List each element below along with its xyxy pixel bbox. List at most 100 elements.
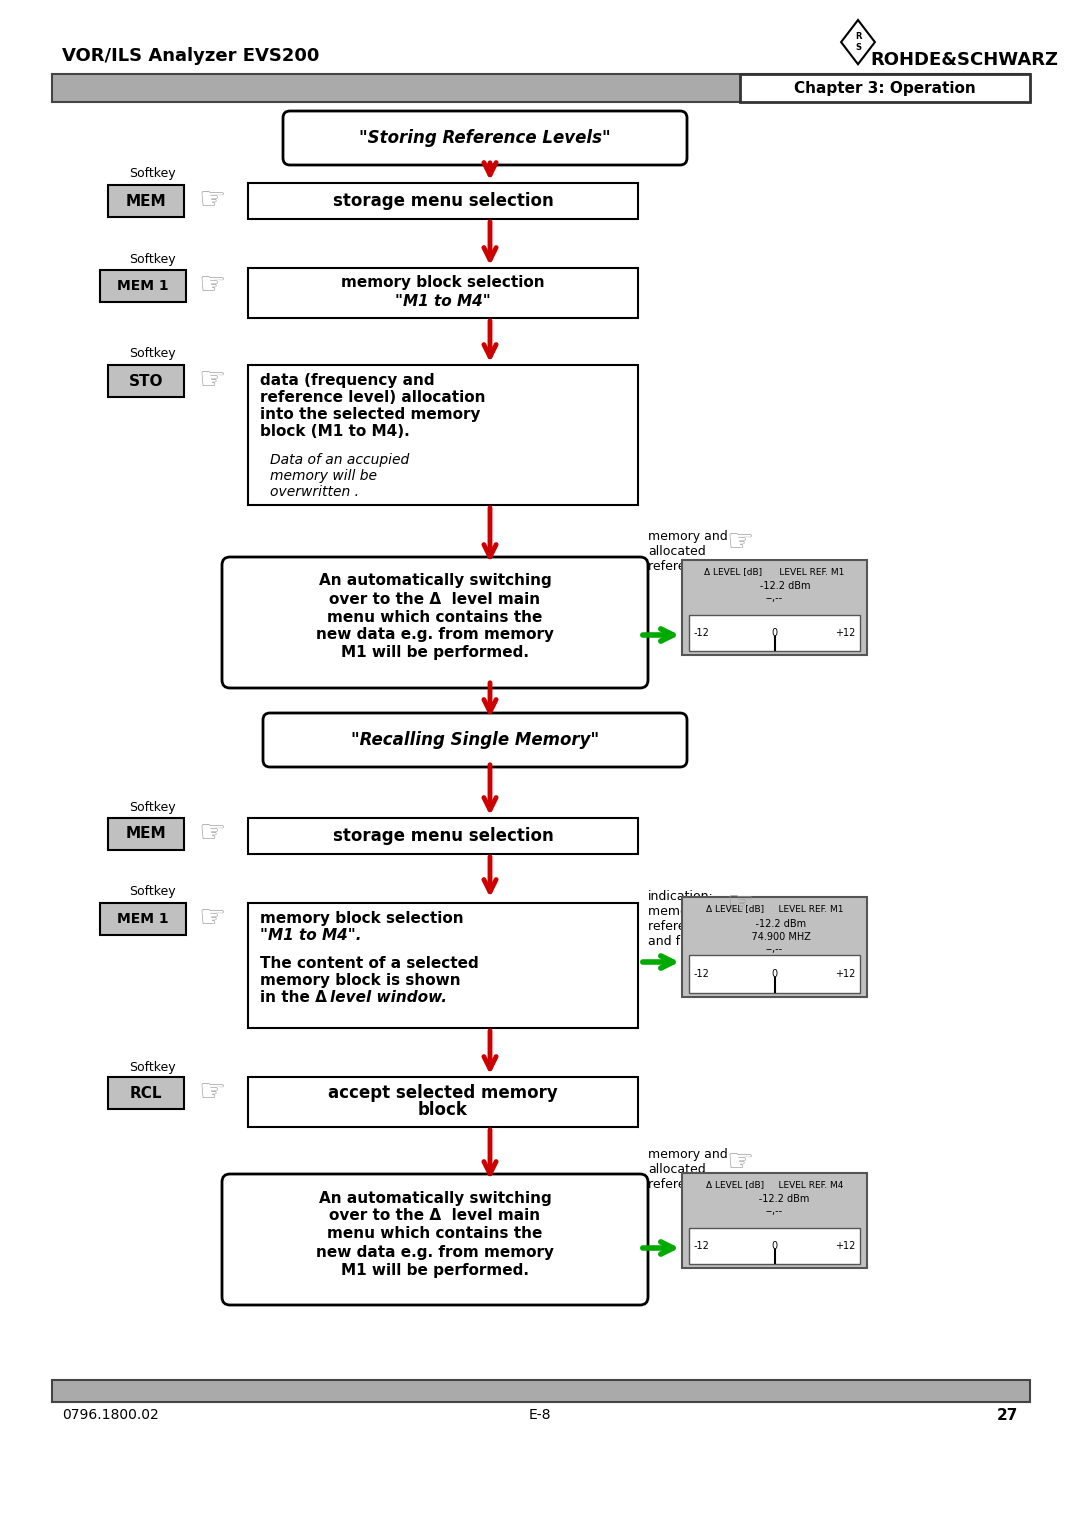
Text: -12: -12 bbox=[693, 628, 710, 639]
Text: E-8: E-8 bbox=[529, 1407, 551, 1423]
Text: ☞: ☞ bbox=[199, 905, 226, 934]
Bar bbox=[740, 73, 1030, 102]
Text: "Storing Reference Levels": "Storing Reference Levels" bbox=[360, 128, 611, 147]
Text: -12.2 dBm: -12.2 dBm bbox=[739, 581, 811, 591]
Bar bbox=[248, 817, 638, 854]
Text: reference level) allocation: reference level) allocation bbox=[260, 391, 486, 405]
Bar bbox=[248, 365, 638, 504]
Bar bbox=[681, 1174, 867, 1268]
Bar bbox=[248, 903, 638, 1028]
Text: 74.900 MHZ: 74.900 MHZ bbox=[739, 932, 810, 941]
Text: MEM: MEM bbox=[125, 194, 166, 208]
Text: memory and
allocated
reference level: memory and allocated reference level bbox=[648, 530, 742, 573]
Text: new data e.g. from memory: new data e.g. from memory bbox=[316, 628, 554, 642]
Text: block: block bbox=[418, 1102, 468, 1118]
Text: MEM 1: MEM 1 bbox=[118, 280, 168, 293]
Text: An automatically switching: An automatically switching bbox=[319, 573, 552, 588]
Text: Softkey: Softkey bbox=[129, 168, 175, 180]
Bar bbox=[689, 616, 860, 651]
Text: ☞: ☞ bbox=[199, 1079, 226, 1108]
Bar bbox=[52, 1380, 1030, 1403]
Text: Softkey: Softkey bbox=[129, 1060, 175, 1074]
Text: RCL: RCL bbox=[130, 1085, 162, 1100]
Text: 0: 0 bbox=[771, 628, 778, 639]
Text: VOR/ILS Analyzer EVS200: VOR/ILS Analyzer EVS200 bbox=[62, 47, 320, 66]
Text: over to the Δ  level main: over to the Δ level main bbox=[329, 1209, 541, 1224]
Text: ☞: ☞ bbox=[199, 186, 226, 215]
Text: in the Δ: in the Δ bbox=[260, 990, 333, 1004]
Text: memory block selection: memory block selection bbox=[341, 275, 544, 290]
Bar bbox=[689, 1229, 860, 1264]
FancyBboxPatch shape bbox=[264, 714, 687, 767]
Bar bbox=[108, 365, 184, 397]
Text: +12: +12 bbox=[835, 628, 855, 639]
Text: Softkey: Softkey bbox=[129, 252, 175, 266]
Text: --,--: --,-- bbox=[766, 593, 783, 604]
Text: --,--: --,-- bbox=[766, 1206, 783, 1216]
Bar bbox=[248, 183, 638, 219]
Text: Δ LEVEL [dB]     LEVEL REF. M1: Δ LEVEL [dB] LEVEL REF. M1 bbox=[705, 905, 843, 914]
Text: memory block is shown: memory block is shown bbox=[260, 972, 461, 987]
Text: ☞: ☞ bbox=[727, 529, 754, 558]
Text: storage menu selection: storage menu selection bbox=[333, 827, 553, 845]
Text: +12: +12 bbox=[835, 1241, 855, 1251]
Text: --,--: --,-- bbox=[766, 944, 783, 953]
Text: storage menu selection: storage menu selection bbox=[333, 193, 553, 209]
Text: new data e.g. from memory: new data e.g. from memory bbox=[316, 1244, 554, 1259]
Text: indication:
memory block,
reference level,
and frequency: indication: memory block, reference leve… bbox=[648, 889, 746, 947]
FancyBboxPatch shape bbox=[283, 112, 687, 165]
Bar bbox=[108, 1077, 184, 1109]
Text: An automatically switching: An automatically switching bbox=[319, 1190, 552, 1206]
Text: Δ LEVEL [dB]     LEVEL REF. M4: Δ LEVEL [dB] LEVEL REF. M4 bbox=[706, 1180, 843, 1189]
Text: ☞: ☞ bbox=[727, 891, 754, 920]
FancyBboxPatch shape bbox=[222, 558, 648, 688]
Text: ☞: ☞ bbox=[199, 272, 226, 301]
Polygon shape bbox=[841, 20, 875, 64]
Text: block (M1 to M4).: block (M1 to M4). bbox=[260, 425, 409, 440]
Bar bbox=[689, 955, 860, 993]
Bar bbox=[248, 1077, 638, 1128]
Text: ☞: ☞ bbox=[199, 367, 226, 396]
Text: ROHDE&SCHWARZ: ROHDE&SCHWARZ bbox=[870, 50, 1058, 69]
Text: menu which contains the: menu which contains the bbox=[327, 610, 542, 625]
Text: menu which contains the: menu which contains the bbox=[327, 1227, 542, 1241]
Text: Chapter 3: Operation: Chapter 3: Operation bbox=[794, 81, 976, 95]
Bar bbox=[248, 267, 638, 318]
Text: ☞: ☞ bbox=[199, 819, 226, 848]
Text: -12.2 dBm: -12.2 dBm bbox=[740, 1193, 809, 1204]
Text: data (frequency and: data (frequency and bbox=[260, 373, 434, 388]
Text: MEM: MEM bbox=[125, 827, 166, 842]
Bar bbox=[108, 185, 184, 217]
Text: ☞: ☞ bbox=[727, 1149, 754, 1178]
FancyBboxPatch shape bbox=[222, 1174, 648, 1305]
Text: Δ LEVEL [dB]      LEVEL REF. M1: Δ LEVEL [dB] LEVEL REF. M1 bbox=[704, 567, 845, 576]
Text: -12: -12 bbox=[693, 969, 710, 979]
Text: over to the Δ  level main: over to the Δ level main bbox=[329, 591, 541, 607]
Text: M1 will be performed.: M1 will be performed. bbox=[341, 645, 529, 660]
Text: level window.: level window. bbox=[330, 990, 447, 1004]
Text: memory block selection: memory block selection bbox=[260, 912, 463, 926]
Text: STO: STO bbox=[129, 373, 163, 388]
Text: "M1 to M4": "M1 to M4" bbox=[395, 293, 491, 309]
Bar bbox=[100, 903, 186, 935]
Text: MEM 1: MEM 1 bbox=[118, 912, 168, 926]
Text: into the selected memory: into the selected memory bbox=[260, 408, 481, 423]
Bar bbox=[681, 897, 867, 996]
Text: +12: +12 bbox=[835, 969, 855, 979]
Text: Softkey: Softkey bbox=[129, 886, 175, 898]
Text: Softkey: Softkey bbox=[129, 347, 175, 361]
Text: "Recalling Single Memory": "Recalling Single Memory" bbox=[351, 730, 599, 749]
Bar bbox=[100, 270, 186, 303]
Text: 0: 0 bbox=[771, 1241, 778, 1251]
Bar bbox=[52, 73, 1030, 102]
Text: "M1 to M4".: "M1 to M4". bbox=[260, 929, 362, 943]
Text: -12: -12 bbox=[693, 1241, 710, 1251]
Text: Data of an accupied
memory will be
overwritten .: Data of an accupied memory will be overw… bbox=[270, 452, 409, 500]
Text: Softkey: Softkey bbox=[129, 802, 175, 814]
Bar bbox=[681, 559, 867, 656]
Text: memory and
allocated
reference level: memory and allocated reference level bbox=[648, 1148, 742, 1190]
Text: R
S: R S bbox=[854, 32, 861, 52]
Bar bbox=[108, 817, 184, 850]
Text: -12.2 dBm: -12.2 dBm bbox=[743, 918, 806, 929]
Text: The content of a selected: The content of a selected bbox=[260, 955, 478, 970]
